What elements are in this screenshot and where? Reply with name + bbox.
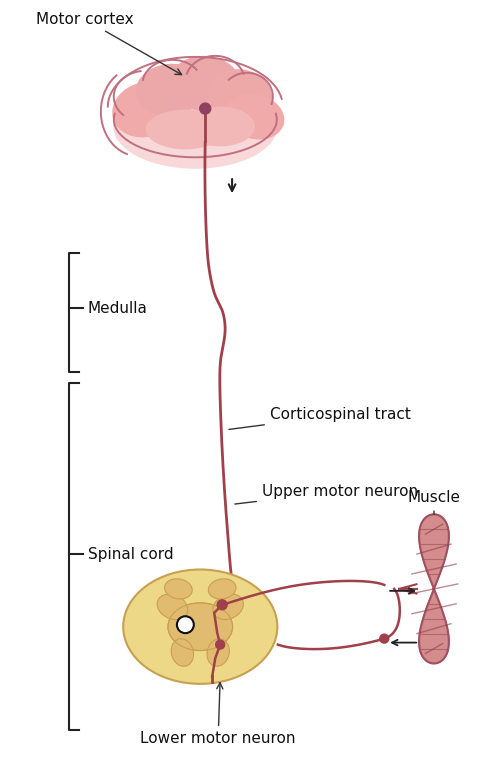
Ellipse shape xyxy=(208,69,272,124)
Circle shape xyxy=(216,640,224,649)
Text: Medulla: Medulla xyxy=(88,301,148,316)
Ellipse shape xyxy=(207,639,230,666)
Ellipse shape xyxy=(146,110,225,150)
Text: Corticospinal tract: Corticospinal tract xyxy=(229,407,411,429)
Ellipse shape xyxy=(136,63,205,116)
Text: Upper motor neuron: Upper motor neuron xyxy=(235,484,418,504)
Text: Muscle: Muscle xyxy=(408,490,461,514)
Ellipse shape xyxy=(186,106,255,146)
Polygon shape xyxy=(419,514,449,663)
Ellipse shape xyxy=(112,81,179,137)
Text: Spinal cord: Spinal cord xyxy=(88,547,174,561)
Text: Motor cortex: Motor cortex xyxy=(36,12,182,74)
Circle shape xyxy=(200,103,210,114)
Ellipse shape xyxy=(213,594,244,619)
Ellipse shape xyxy=(114,85,278,169)
Ellipse shape xyxy=(208,579,236,599)
Ellipse shape xyxy=(168,603,232,651)
Circle shape xyxy=(380,634,388,643)
Ellipse shape xyxy=(164,579,192,599)
Ellipse shape xyxy=(123,569,278,684)
Ellipse shape xyxy=(170,56,241,112)
Circle shape xyxy=(177,616,194,633)
Circle shape xyxy=(217,600,227,610)
Ellipse shape xyxy=(157,594,188,619)
Ellipse shape xyxy=(171,639,194,666)
Ellipse shape xyxy=(226,94,284,139)
Text: Lower motor neuron: Lower motor neuron xyxy=(140,683,296,746)
